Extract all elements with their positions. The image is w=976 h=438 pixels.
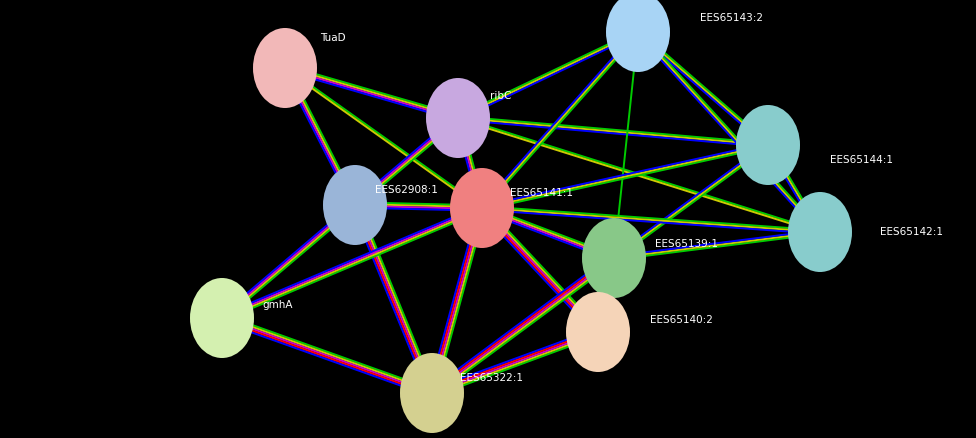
Text: EES65142:1: EES65142:1 (880, 227, 943, 237)
Text: EES65141:1: EES65141:1 (510, 188, 573, 198)
Ellipse shape (253, 28, 317, 108)
Text: EES65140:2: EES65140:2 (650, 315, 712, 325)
Text: EES62908:1: EES62908:1 (375, 185, 438, 195)
Ellipse shape (426, 78, 490, 158)
Text: TuaD: TuaD (320, 33, 346, 43)
Text: EES65139:1: EES65139:1 (655, 239, 718, 249)
Ellipse shape (566, 292, 630, 372)
Ellipse shape (606, 0, 670, 72)
Ellipse shape (450, 168, 514, 248)
Ellipse shape (323, 165, 387, 245)
Ellipse shape (400, 353, 464, 433)
Text: EES65322:1: EES65322:1 (460, 373, 523, 383)
Text: gmhA: gmhA (262, 300, 293, 310)
Ellipse shape (190, 278, 254, 358)
Ellipse shape (582, 218, 646, 298)
Ellipse shape (788, 192, 852, 272)
Text: EES65143:2: EES65143:2 (700, 13, 763, 23)
Text: ribC: ribC (490, 91, 511, 101)
Text: EES65144:1: EES65144:1 (830, 155, 893, 165)
Ellipse shape (736, 105, 800, 185)
